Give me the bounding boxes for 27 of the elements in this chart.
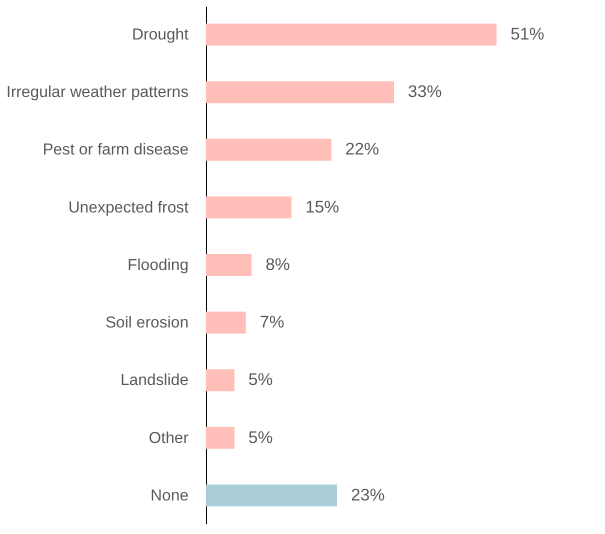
bar bbox=[206, 484, 338, 506]
data-label: 7% bbox=[260, 312, 284, 332]
data-label: 8% bbox=[265, 254, 290, 274]
y-tick-label: Flooding bbox=[128, 256, 189, 274]
data-label: 15% bbox=[305, 197, 340, 216]
data-label: 5% bbox=[248, 370, 273, 390]
y-tick-label: None bbox=[150, 487, 189, 504]
data-label: 51% bbox=[510, 24, 544, 44]
y-tick-label: Unexpected frost bbox=[68, 199, 190, 216]
bar bbox=[206, 426, 234, 449]
data-label: 33% bbox=[408, 82, 442, 102]
y-tick-label: Drought bbox=[132, 26, 190, 44]
y-tick-label: Pest or farm disease bbox=[42, 142, 189, 159]
data-label: 5% bbox=[248, 428, 273, 447]
bar bbox=[206, 24, 497, 46]
bar bbox=[206, 196, 292, 218]
bar bbox=[206, 138, 332, 161]
y-tick-label: Landslide bbox=[120, 372, 189, 390]
y-tick-label: Irregular weather patterns bbox=[6, 84, 189, 102]
bar bbox=[206, 312, 246, 334]
bar bbox=[206, 369, 234, 392]
data-label: 22% bbox=[345, 140, 380, 159]
data-label: 23% bbox=[350, 485, 385, 504]
y-tick-label: Soil erosion bbox=[105, 314, 189, 332]
bar bbox=[206, 81, 394, 104]
y-tick-label: Other bbox=[148, 430, 190, 447]
bar bbox=[206, 254, 252, 276]
